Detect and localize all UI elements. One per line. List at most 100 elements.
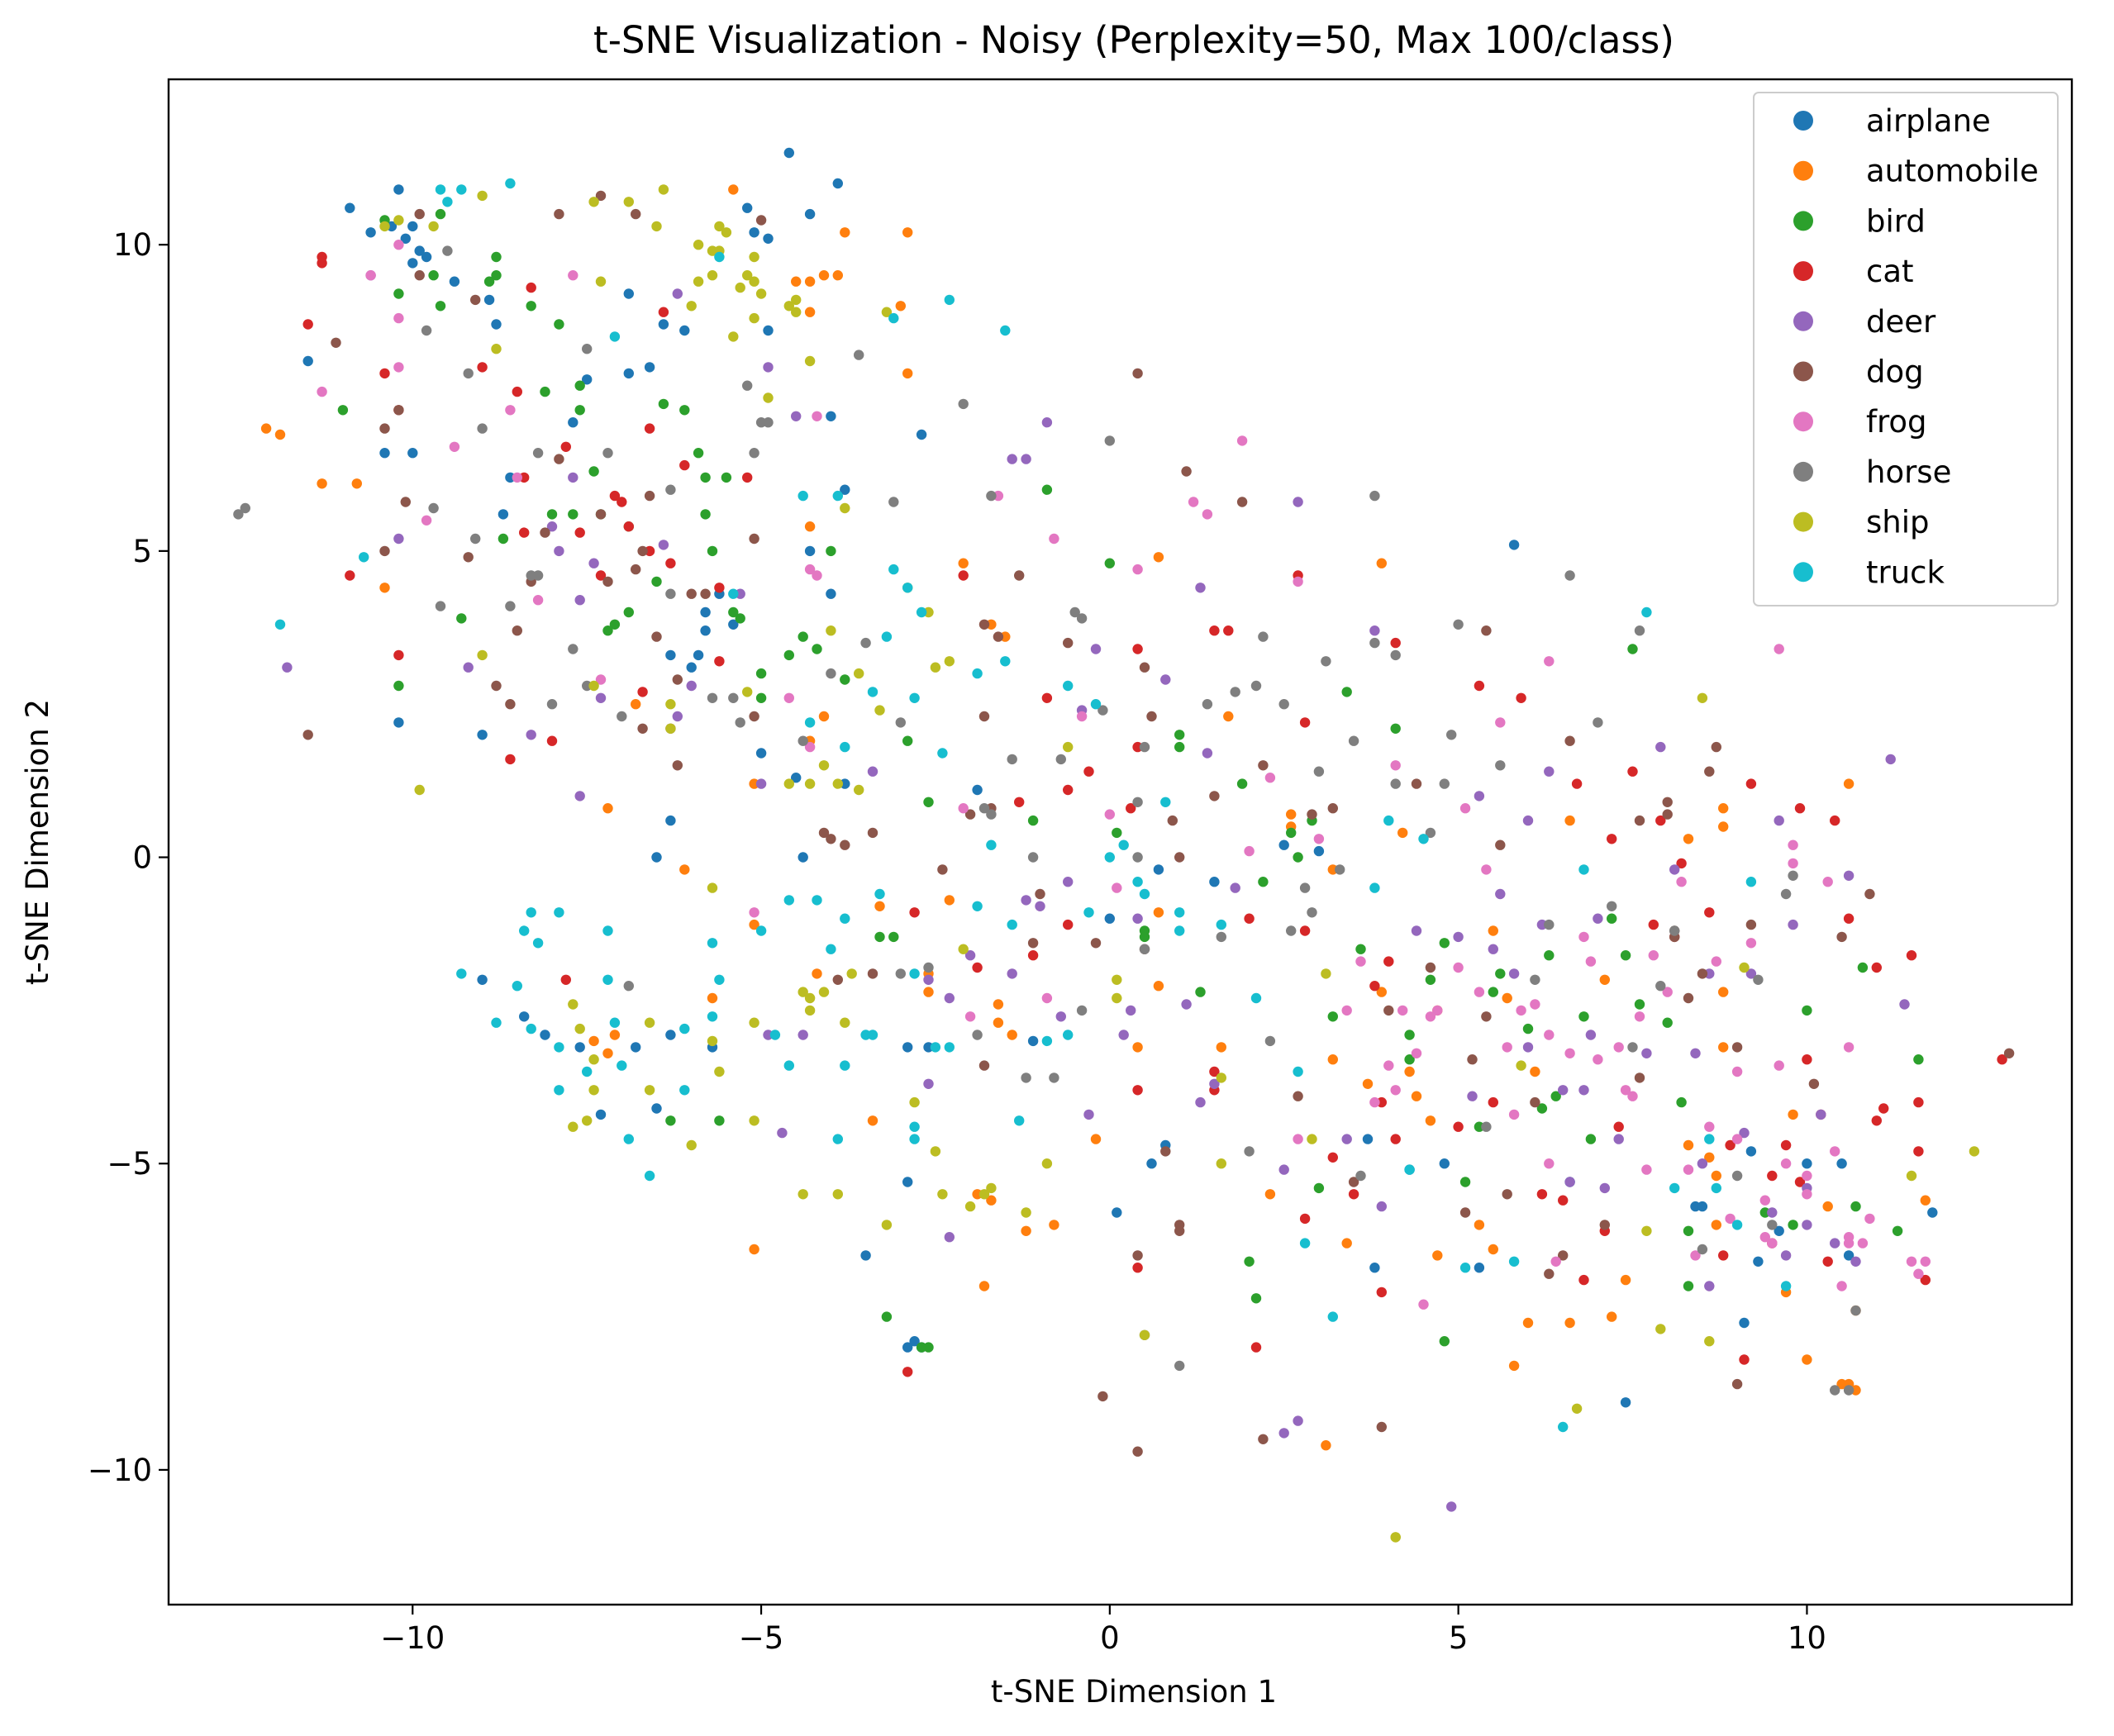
frog-point <box>1648 950 1659 961</box>
ship-point <box>1571 1403 1583 1415</box>
airplane-point <box>414 245 425 256</box>
airplane-point <box>700 606 711 618</box>
frog-point <box>393 240 404 250</box>
automobile-point <box>1474 1220 1485 1230</box>
truck-point <box>644 1170 655 1182</box>
deer-point <box>944 992 955 1004</box>
airplane-point <box>644 362 655 373</box>
truck-point <box>1780 1281 1792 1291</box>
cat-point <box>1913 1096 1924 1108</box>
cat-point <box>1063 784 1074 796</box>
airplane-point <box>1439 1158 1450 1169</box>
truck-point <box>944 1042 955 1053</box>
truck-point <box>359 552 369 563</box>
dog-point <box>749 533 759 545</box>
automobile-point <box>1411 1091 1422 1101</box>
horse-point <box>1230 687 1240 697</box>
bird-point <box>923 1342 934 1353</box>
airplane-point <box>1697 1201 1708 1212</box>
bird-point <box>1104 558 1116 568</box>
dog-point <box>1097 1391 1108 1402</box>
bird-point <box>923 797 934 807</box>
dog-point <box>840 839 850 850</box>
horse-point <box>1544 919 1555 930</box>
bird-point <box>602 625 613 636</box>
truck-point <box>1063 1030 1074 1040</box>
y-axis-label: t-SNE Dimension 2 <box>20 699 55 985</box>
dog-point <box>644 490 655 502</box>
legend-marker-dog <box>1793 361 1813 382</box>
ship-point <box>477 649 488 661</box>
truck-point <box>1641 606 1652 618</box>
horse-point <box>1627 1042 1638 1053</box>
bird-point <box>902 735 913 746</box>
automobile-point <box>351 478 362 489</box>
bird-point <box>700 472 711 483</box>
horse-point <box>1843 1385 1855 1396</box>
frog-point <box>749 907 759 918</box>
horse-point <box>463 368 474 379</box>
bird-point <box>1355 944 1366 954</box>
bird-point <box>1258 877 1269 887</box>
truck-point <box>1139 888 1150 900</box>
deer-point <box>1564 1177 1575 1187</box>
bird-point <box>568 509 578 520</box>
dog-point <box>1634 1073 1645 1083</box>
horse-point <box>895 968 907 979</box>
dog-point <box>1495 839 1506 850</box>
cat-point <box>1802 1054 1812 1065</box>
deer-point <box>546 521 558 532</box>
truck-point <box>1014 1115 1025 1126</box>
deer-point <box>1035 901 1045 912</box>
truck-point <box>1174 925 1185 936</box>
truck-point <box>783 895 794 906</box>
ship-point <box>832 778 843 789</box>
ship-point <box>644 1017 655 1028</box>
frog-point <box>1620 1085 1631 1096</box>
truck-point <box>1216 919 1227 930</box>
ship-point <box>854 784 864 796</box>
horse-point <box>1321 656 1331 667</box>
ship-point <box>686 301 697 312</box>
dog-point <box>379 545 390 557</box>
horse-point <box>986 809 997 820</box>
ship-point <box>1063 741 1074 753</box>
frog-point <box>1857 1238 1869 1248</box>
horse-point <box>1390 649 1401 661</box>
ship-point <box>791 307 802 317</box>
bird-point <box>1139 931 1150 943</box>
bird-point <box>554 319 564 330</box>
automobile-point <box>1711 1220 1721 1230</box>
x-tick-label: 10 <box>1788 1620 1826 1656</box>
frog-point <box>393 362 404 373</box>
truck-point <box>1418 834 1429 844</box>
frog-point <box>1264 773 1276 783</box>
deer-point <box>923 974 934 986</box>
deer-point <box>1126 1005 1136 1016</box>
dog-point <box>379 423 390 434</box>
chart-title: t-SNE Visualization - Noisy (Perplexity=… <box>593 18 1674 62</box>
legend-label-automobile: automobile <box>1866 154 2039 189</box>
horse-point <box>735 717 745 728</box>
ship-point <box>665 699 676 710</box>
frog-point <box>1662 987 1673 997</box>
frog-point <box>1759 1195 1770 1206</box>
frog-point <box>1390 1085 1401 1096</box>
dog-point <box>1745 919 1757 930</box>
horse-point <box>895 717 907 728</box>
bird-point <box>491 251 502 263</box>
frog-point <box>1112 882 1122 893</box>
automobile-point <box>874 901 885 912</box>
automobile-point <box>1711 1170 1721 1182</box>
cat-point <box>1376 1287 1388 1298</box>
truck-point <box>1041 1035 1053 1047</box>
dog-point <box>1027 938 1039 949</box>
horse-point <box>1530 974 1540 986</box>
truck-point <box>1160 797 1171 807</box>
cat-point <box>1878 1103 1889 1114</box>
truck-point <box>519 925 530 936</box>
dog-point <box>867 968 878 979</box>
ship-point <box>826 625 836 636</box>
horse-point <box>617 711 627 722</box>
automobile-point <box>749 919 759 930</box>
